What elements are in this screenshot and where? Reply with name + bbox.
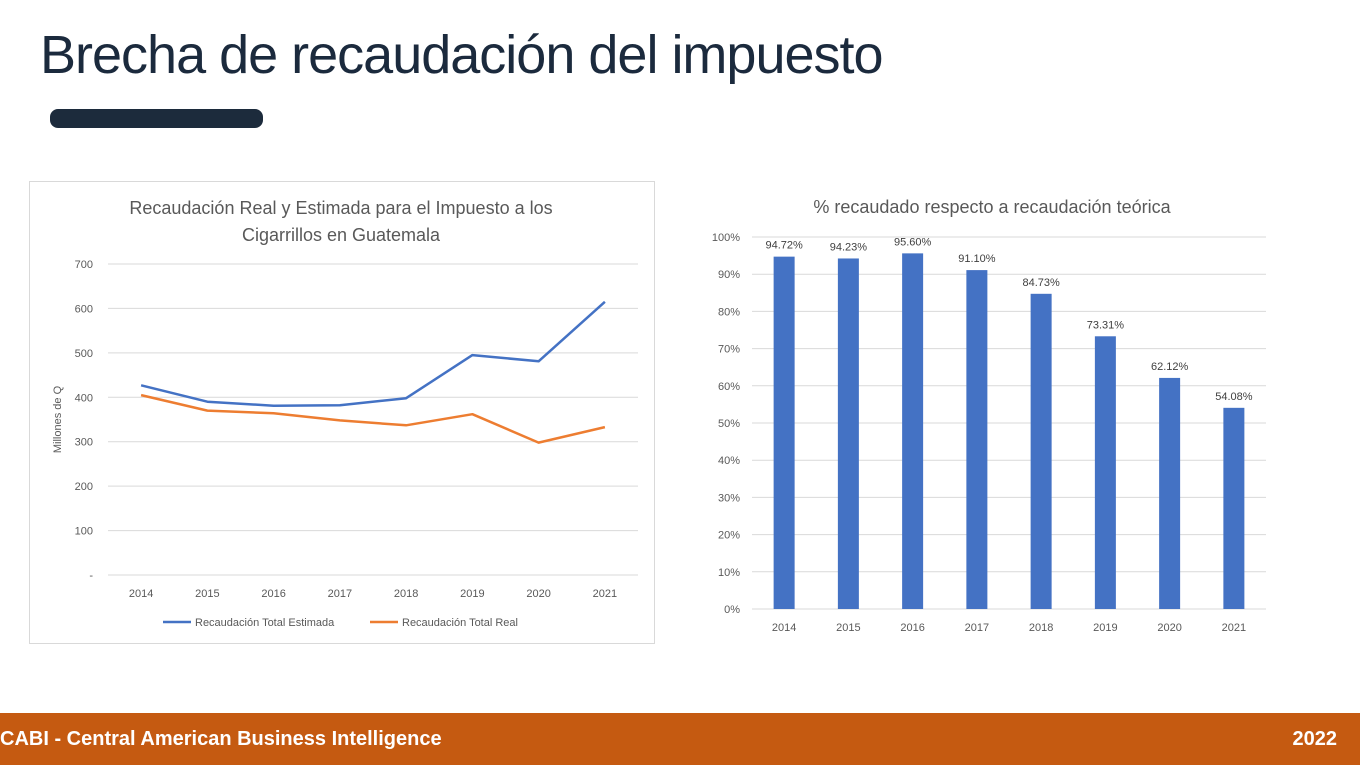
line-chart-y-axis-label: Millones de Q bbox=[52, 385, 64, 453]
bar bbox=[1094, 336, 1116, 609]
bar-data-label: 95.60% bbox=[894, 236, 932, 248]
bar-chart-x-tick-label: 2018 bbox=[1029, 622, 1053, 634]
line-chart-y-tick-label: 100 bbox=[75, 526, 93, 538]
bar bbox=[1223, 407, 1245, 609]
bar-chart-x-tick-label: 2015 bbox=[836, 622, 860, 634]
title-underline-bar bbox=[50, 109, 263, 128]
line-series-1 bbox=[140, 300, 606, 407]
line-chart-x-tick-label: 2014 bbox=[129, 588, 153, 600]
line-chart-y-tick-label: 600 bbox=[75, 303, 93, 315]
bar-data-label: 94.23% bbox=[830, 241, 868, 253]
line-chart-x-tick-label: 2019 bbox=[460, 588, 484, 600]
legend-label-1: Recaudación Total Estimada bbox=[195, 617, 335, 629]
bar-chart-x-tick-label: 2019 bbox=[1093, 622, 1117, 634]
bar-chart-title: % recaudado respecto a recaudación teóri… bbox=[813, 197, 1171, 217]
line-chart-y-tick-label: 300 bbox=[75, 437, 93, 449]
bar-chart-y-tick-label: 80% bbox=[718, 306, 740, 318]
line-chart-x-tick-label: 2015 bbox=[195, 588, 219, 600]
bar-chart-x-tick-label: 2021 bbox=[1222, 622, 1246, 634]
bar-chart-x-tick-label: 2020 bbox=[1157, 622, 1181, 634]
line-chart-x-tick-label: 2021 bbox=[593, 588, 617, 600]
bar-chart-y-tick-label: 50% bbox=[718, 418, 740, 430]
slide-title: Brecha de recaudación del impuesto bbox=[40, 25, 884, 85]
bar-chart-x-tick-label: 2017 bbox=[965, 622, 989, 634]
bar bbox=[1030, 293, 1052, 609]
bar-data-label: 91.10% bbox=[958, 253, 996, 265]
line-chart-y-tick-label: - bbox=[89, 570, 93, 582]
bar bbox=[837, 258, 859, 609]
line-chart-x-tick-label: 2018 bbox=[394, 588, 418, 600]
line-chart-x-tick-label: 2016 bbox=[261, 588, 285, 600]
bar-data-label: 73.31% bbox=[1087, 319, 1125, 331]
bar-chart-y-tick-label: 30% bbox=[718, 492, 740, 504]
line-chart-title-line: Cigarrillos en Guatemala bbox=[242, 225, 441, 245]
legend-label-2: Recaudación Total Real bbox=[402, 617, 518, 629]
bar-chart-y-tick-label: 0% bbox=[724, 604, 740, 616]
line-chart-x-tick-label: 2020 bbox=[526, 588, 550, 600]
bar-chart: % recaudado respecto a recaudación teóri… bbox=[712, 197, 1266, 634]
line-chart: Recaudación Real y Estimada para el Impu… bbox=[52, 198, 638, 629]
bar-chart-y-tick-label: 70% bbox=[718, 344, 740, 356]
line-series-2 bbox=[140, 393, 606, 444]
bar-chart-y-tick-label: 100% bbox=[712, 232, 740, 244]
bar-chart-x-tick-label: 2014 bbox=[772, 622, 796, 634]
bar-data-label: 94.72% bbox=[765, 240, 803, 252]
line-chart-frame bbox=[29, 181, 655, 644]
line-chart-x-tick-label: 2017 bbox=[328, 588, 352, 600]
footer-organization: CABI - Central American Business Intelli… bbox=[0, 728, 442, 750]
bar-chart-y-tick-label: 10% bbox=[718, 567, 740, 579]
bar-data-label: 54.08% bbox=[1215, 391, 1253, 403]
bar bbox=[1159, 377, 1181, 609]
line-chart-title-line: Recaudación Real y Estimada para el Impu… bbox=[129, 198, 552, 218]
line-chart-y-tick-label: 500 bbox=[75, 348, 93, 360]
bar-chart-y-tick-label: 40% bbox=[718, 455, 740, 467]
bar bbox=[966, 270, 988, 609]
bar-chart-y-tick-label: 20% bbox=[718, 530, 740, 542]
line-chart-y-tick-label: 400 bbox=[75, 392, 93, 404]
bar-data-label: 62.12% bbox=[1151, 361, 1189, 373]
bar-chart-x-tick-label: 2016 bbox=[900, 622, 924, 634]
footer-year: 2022 bbox=[1292, 728, 1338, 750]
bar-chart-y-tick-label: 90% bbox=[718, 269, 740, 281]
line-chart-y-tick-label: 200 bbox=[75, 481, 93, 493]
line-chart-y-tick-label: 700 bbox=[75, 259, 93, 271]
bar-chart-y-tick-label: 60% bbox=[718, 381, 740, 393]
footer-bar: CABI - Central American Business Intelli… bbox=[0, 713, 1360, 765]
bar bbox=[773, 256, 795, 609]
bar-data-label: 84.73% bbox=[1022, 277, 1060, 289]
bar bbox=[902, 253, 924, 610]
